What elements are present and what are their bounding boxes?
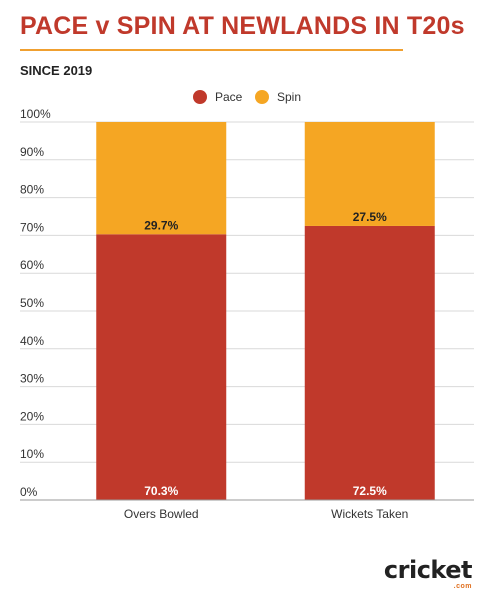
legend-label-pace: Pace [215,90,243,104]
bar-pace [96,234,227,501]
legend-label-spin: Spin [277,90,301,104]
y-tick-label: 40% [20,334,44,348]
title-underline [20,49,403,51]
data-label: 27.5% [353,210,387,224]
logo-wordmark: cricket [383,556,473,584]
bar-pace [304,225,435,500]
data-label: 29.7% [144,218,178,232]
bar-spin [96,122,227,235]
y-tick-label: 30% [20,372,44,386]
y-tick-label: 60% [20,258,44,272]
data-label: 70.3% [144,484,178,498]
x-tick-label: Wickets Taken [331,507,408,521]
y-tick-label: 80% [20,183,44,197]
y-tick-label: 100% [20,107,51,121]
chart-title: PACE v SPIN AT NEWLANDS IN T20s [20,12,465,40]
legend-marker-spin [255,90,269,104]
logo-domain: .com [453,583,472,590]
y-tick-label: 20% [20,409,44,423]
x-axis: Overs Bowled Wickets Taken [20,499,474,521]
bars: 70.3% 29.7% 72.5% 27.5% [96,122,435,501]
data-label: 72.5% [353,484,387,498]
y-tick-label: 10% [20,447,44,461]
legend: Pace Spin [193,90,301,104]
bar-spin [304,122,435,226]
y-tick-label: 70% [20,220,44,234]
y-tick-label: 50% [20,296,44,310]
y-tick-label: 0% [20,485,38,499]
y-tick-label: 90% [20,145,44,159]
x-tick-label: Overs Bowled [124,507,199,521]
chart-subtitle: SINCE 2019 [20,63,93,78]
legend-marker-pace [193,90,207,104]
cricket-com-logo: cricket .com [383,556,473,590]
